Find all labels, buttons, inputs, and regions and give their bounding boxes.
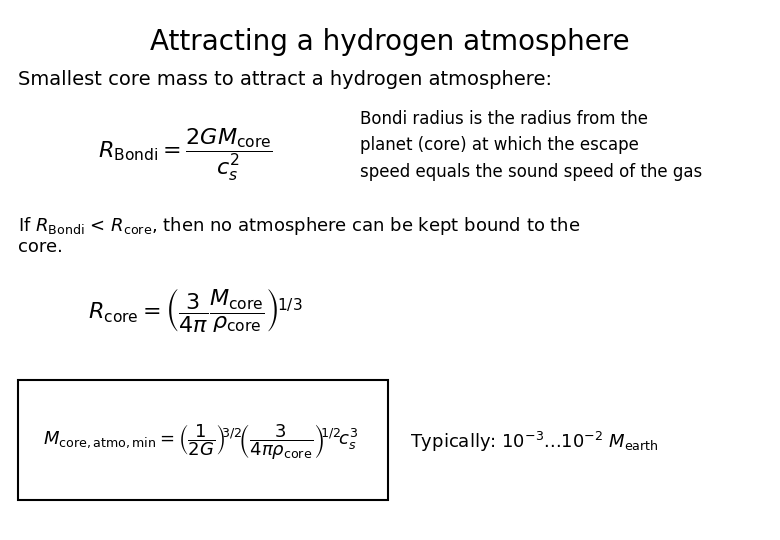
Text: Attracting a hydrogen atmosphere: Attracting a hydrogen atmosphere (151, 28, 629, 56)
Text: $M_{\mathrm{core,atmo,min}} = \left(\dfrac{1}{2G}\right)^{\!\!3/2}\!\left(\dfrac: $M_{\mathrm{core,atmo,min}} = \left(\dfr… (42, 422, 357, 462)
Text: $R_{\mathrm{core}} = \left(\dfrac{3}{4\pi}\dfrac{M_{\mathrm{core}}}{\rho_{\mathr: $R_{\mathrm{core}} = \left(\dfrac{3}{4\p… (87, 286, 303, 334)
Text: core.: core. (18, 238, 63, 256)
Text: Bondi radius is the radius from the
planet (core) at which the escape
speed equa: Bondi radius is the radius from the plan… (360, 110, 702, 181)
Text: If $R_{\mathrm{Bondi}}$ < $R_{\mathrm{core}}$, then no atmosphere can be kept bo: If $R_{\mathrm{Bondi}}$ < $R_{\mathrm{co… (18, 215, 580, 237)
Text: $R_{\mathrm{Bondi}} = \dfrac{2GM_{\mathrm{core}}}{c_s^2}$: $R_{\mathrm{Bondi}} = \dfrac{2GM_{\mathr… (98, 127, 272, 183)
Text: Typically: $10^{-3}$...$10^{-2}$ $M_{\mathrm{earth}}$: Typically: $10^{-3}$...$10^{-2}$ $M_{\ma… (410, 430, 659, 454)
FancyBboxPatch shape (18, 380, 388, 500)
Text: Smallest core mass to attract a hydrogen atmosphere:: Smallest core mass to attract a hydrogen… (18, 70, 552, 89)
